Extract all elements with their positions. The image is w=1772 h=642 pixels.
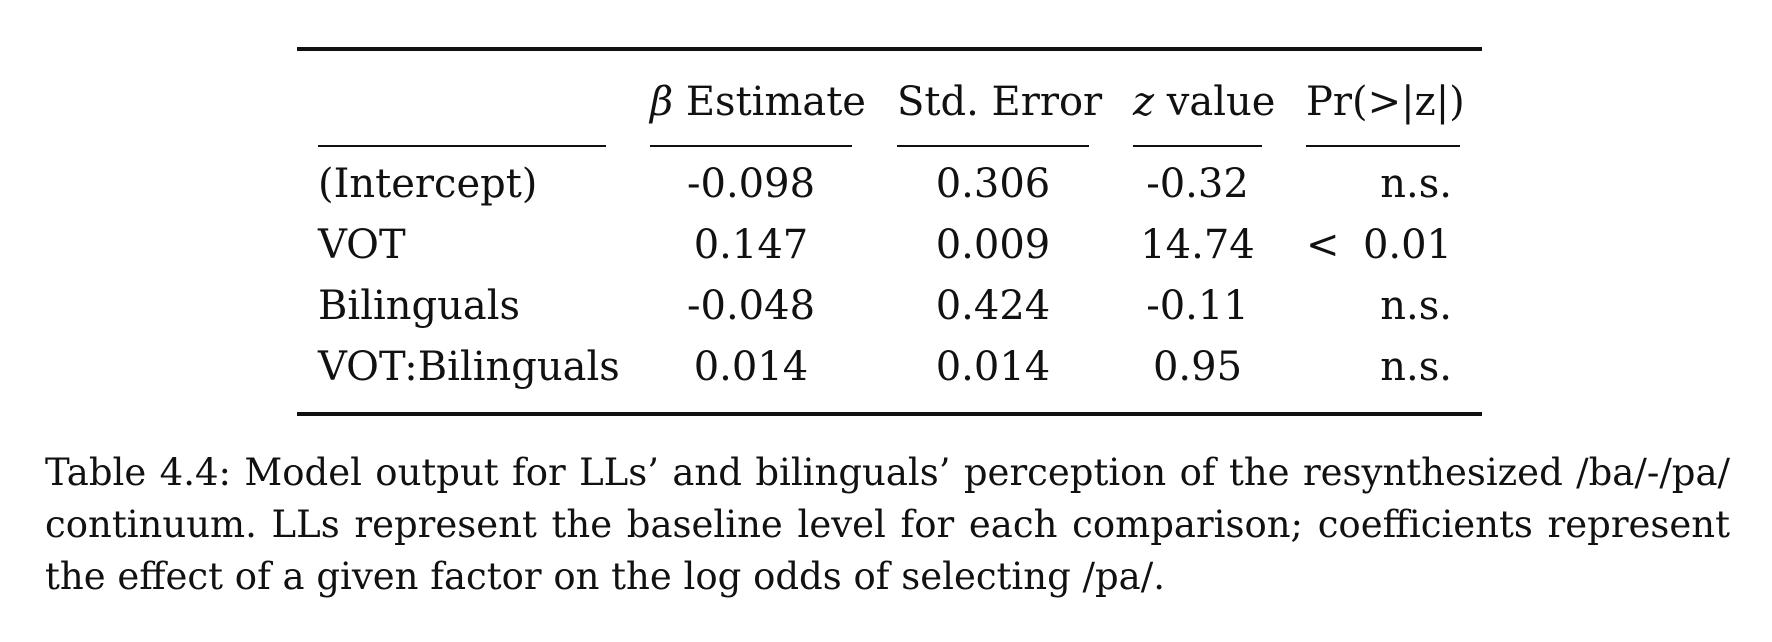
header-z-value-label: value	[1166, 79, 1276, 125]
header-underline-term	[318, 145, 606, 147]
row-p-value: 0.01	[1362, 222, 1452, 268]
row-estimate: -0.098	[686, 161, 816, 207]
row-term: (Intercept)	[318, 161, 538, 207]
row-term: VOT:Bilinguals	[318, 344, 620, 390]
row-std-error: 0.424	[935, 283, 1051, 329]
row-std-error: 0.009	[935, 222, 1051, 268]
header-underline-estimate	[650, 145, 852, 147]
row-std-error: 0.014	[935, 344, 1051, 390]
table-caption: Table 4.4: Model output for LLs’ and bil…	[45, 451, 1730, 598]
header-std-error: Std. Error	[897, 79, 1103, 125]
row-estimate: -0.048	[686, 283, 816, 329]
header-z-value: z value	[1133, 78, 1275, 126]
header-estimate-label: Estimate	[685, 79, 866, 125]
row-z-value: -0.32	[1146, 161, 1249, 207]
row-p-prefix: <	[1306, 222, 1340, 268]
table-bottom-rule	[297, 412, 1482, 416]
table-top-rule	[297, 47, 1482, 51]
row-p-value: n.s.	[1380, 344, 1452, 390]
row-estimate: 0.147	[693, 222, 809, 268]
row-z-value: 14.74	[1140, 222, 1255, 268]
header-estimate: β Estimate	[650, 78, 866, 126]
header-underline-p-value	[1306, 145, 1460, 147]
header-underline-z-value	[1133, 145, 1262, 147]
row-estimate: 0.014	[693, 344, 809, 390]
header-p-value: Pr(>|z|)	[1306, 79, 1465, 125]
beta-symbol: β	[650, 79, 674, 125]
row-std-error: 0.306	[935, 161, 1051, 207]
header-underline-std-error	[897, 145, 1089, 147]
z-symbol: z	[1133, 79, 1155, 125]
row-z-value: -0.11	[1146, 283, 1249, 329]
row-term: Bilinguals	[318, 283, 521, 329]
row-term: VOT	[318, 222, 406, 268]
row-p-value: n.s.	[1380, 161, 1452, 207]
row-z-value: 0.95	[1152, 344, 1243, 390]
row-p-value: n.s.	[1380, 283, 1452, 329]
